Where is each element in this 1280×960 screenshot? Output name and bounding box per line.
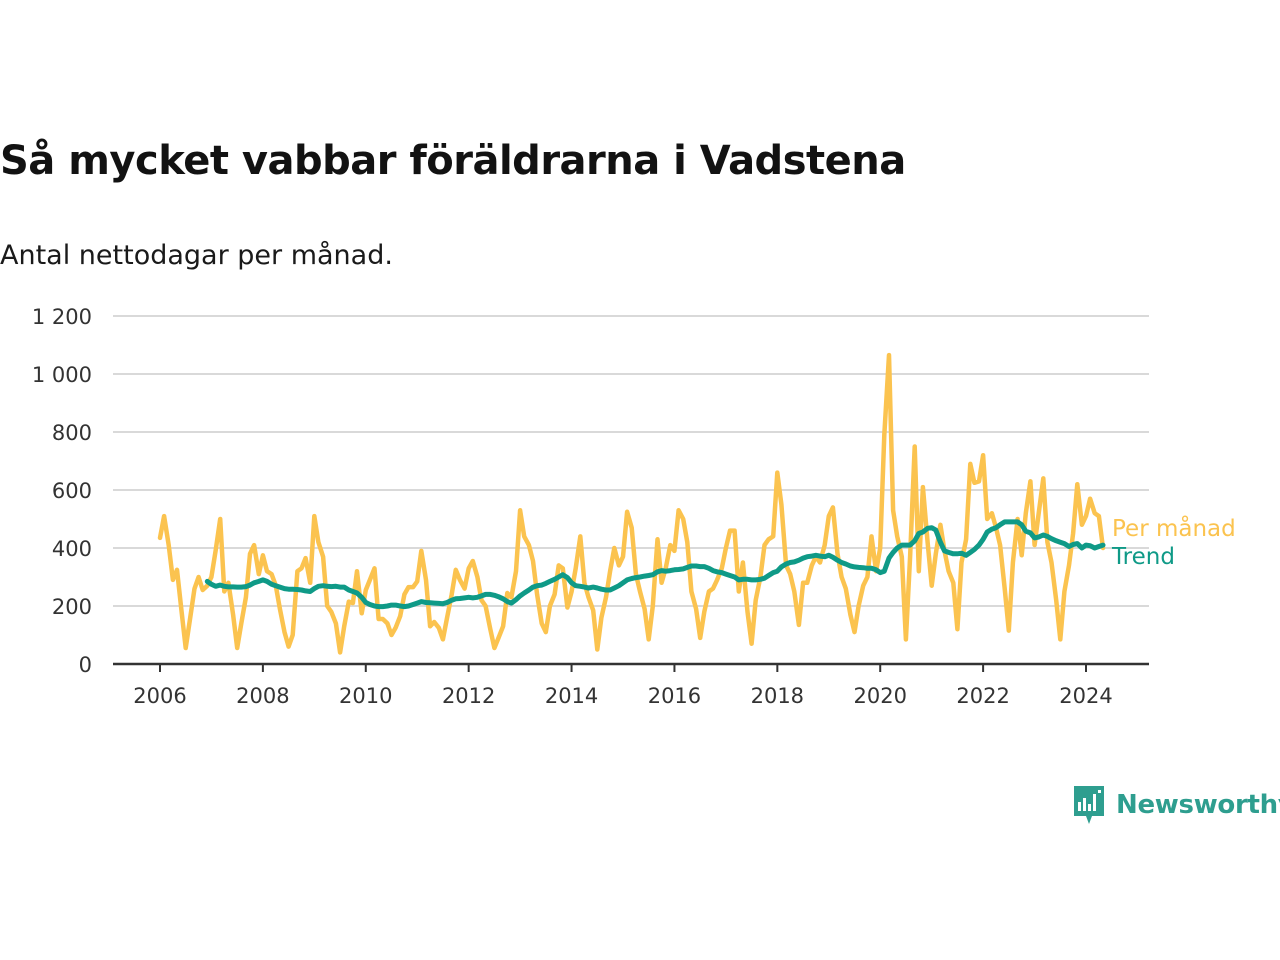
brand-name: Newsworthy xyxy=(1116,790,1280,820)
x-tick-label: 2022 xyxy=(956,684,1009,708)
y-axis-ticks: 0 200 400 600 800 1 000 1 200 xyxy=(32,305,92,677)
chart-title: Så mycket vabbar föräldrarna i Vadstena xyxy=(0,138,906,184)
series-line-trend xyxy=(204,519,1106,610)
x-axis-ticks: 2006 2008 2010 2012 2014 2016 2018 2020 2022 2024 xyxy=(133,664,1113,708)
x-tick-label: 2012 xyxy=(442,684,495,708)
legend-label: Per månad xyxy=(1112,514,1236,542)
chart-subtitle: Antal nettodagar per månad. xyxy=(0,240,393,271)
legend-label: Trend xyxy=(1111,544,1175,570)
y-tick-label: 400 xyxy=(52,537,92,561)
y-tick-label: 1 000 xyxy=(32,363,92,387)
y-tick-label: 0 xyxy=(79,653,92,677)
y-tick-label: 1 200 xyxy=(32,305,92,329)
x-tick-label: 2018 xyxy=(751,684,804,708)
x-tick-label: 2014 xyxy=(545,684,598,708)
gridlines xyxy=(113,315,1149,666)
series-lines xyxy=(157,352,1106,655)
newsworthy-logo-icon xyxy=(1074,786,1104,824)
y-tick-label: 800 xyxy=(52,421,92,445)
brand: Newsworthy xyxy=(1072,784,1280,826)
x-tick-label: 2008 xyxy=(236,684,289,708)
x-tick-label: 2024 xyxy=(1059,684,1112,708)
y-tick-label: 200 xyxy=(52,595,92,619)
x-tick-label: 2020 xyxy=(853,684,906,708)
x-tick-label: 2010 xyxy=(339,684,392,708)
y-tick-label: 600 xyxy=(52,479,92,503)
x-tick-label: 2016 xyxy=(648,684,701,708)
x-tick-label: 2006 xyxy=(133,684,186,708)
series-line-per-manad xyxy=(157,352,1106,655)
